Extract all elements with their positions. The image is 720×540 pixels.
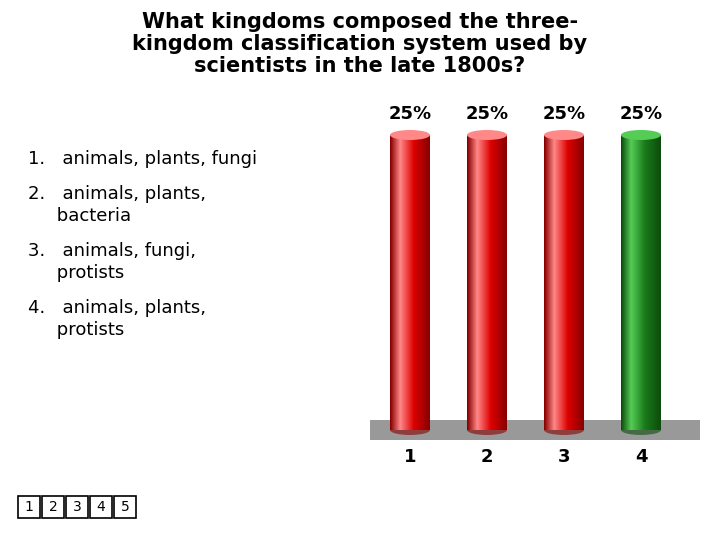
Text: 1: 1 <box>24 500 33 514</box>
Text: 25%: 25% <box>388 105 431 123</box>
Text: kingdom classification system used by: kingdom classification system used by <box>132 34 588 54</box>
Ellipse shape <box>467 130 507 140</box>
Bar <box>66 496 88 518</box>
Text: 2.   animals, plants,: 2. animals, plants, <box>28 185 206 203</box>
Bar <box>42 496 64 518</box>
Text: What kingdoms composed the three-: What kingdoms composed the three- <box>142 12 578 32</box>
Ellipse shape <box>621 425 661 435</box>
Text: 4.   animals, plants,: 4. animals, plants, <box>28 299 206 317</box>
Text: 3: 3 <box>73 500 81 514</box>
Text: bacteria: bacteria <box>28 207 131 225</box>
Text: 3: 3 <box>558 448 570 466</box>
Text: 25%: 25% <box>542 105 585 123</box>
Text: protists: protists <box>28 264 125 282</box>
Bar <box>90 496 112 518</box>
Text: 4: 4 <box>635 448 647 466</box>
Text: 2: 2 <box>481 448 493 466</box>
Text: 1: 1 <box>404 448 416 466</box>
Bar <box>18 496 40 518</box>
Text: 25%: 25% <box>619 105 662 123</box>
Text: protists: protists <box>28 321 125 339</box>
Bar <box>114 496 136 518</box>
Ellipse shape <box>467 425 507 435</box>
Text: 3.   animals, fungi,: 3. animals, fungi, <box>28 242 196 260</box>
Text: 1.   animals, plants, fungi: 1. animals, plants, fungi <box>28 150 257 168</box>
Ellipse shape <box>621 130 661 140</box>
Text: 5: 5 <box>121 500 130 514</box>
Ellipse shape <box>544 425 584 435</box>
Text: 25%: 25% <box>465 105 508 123</box>
Bar <box>370 420 700 440</box>
Ellipse shape <box>390 130 430 140</box>
Ellipse shape <box>544 130 584 140</box>
Text: 2: 2 <box>49 500 58 514</box>
Text: 4: 4 <box>96 500 105 514</box>
Ellipse shape <box>390 425 430 435</box>
Text: scientists in the late 1800s?: scientists in the late 1800s? <box>194 56 526 76</box>
